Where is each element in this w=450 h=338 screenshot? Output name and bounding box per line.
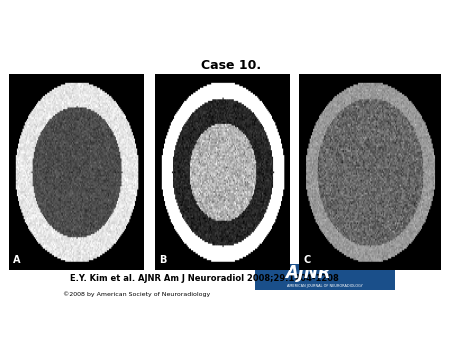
Text: A: A — [13, 255, 21, 265]
Text: Case 10.: Case 10. — [201, 59, 261, 72]
Text: E.Y. Kim et al. AJNR Am J Neuroradiol 2008;29:1204-1208: E.Y. Kim et al. AJNR Am J Neuroradiol 20… — [70, 274, 339, 283]
Text: B: B — [159, 255, 166, 265]
Text: AJNR: AJNR — [285, 265, 331, 283]
Text: C: C — [303, 255, 311, 265]
Text: ©2008 by American Society of Neuroradiology: ©2008 by American Society of Neuroradiol… — [63, 291, 211, 297]
Text: AMERICAN JOURNAL OF NEURORADIOLOGY: AMERICAN JOURNAL OF NEURORADIOLOGY — [287, 284, 363, 288]
FancyBboxPatch shape — [255, 264, 395, 290]
